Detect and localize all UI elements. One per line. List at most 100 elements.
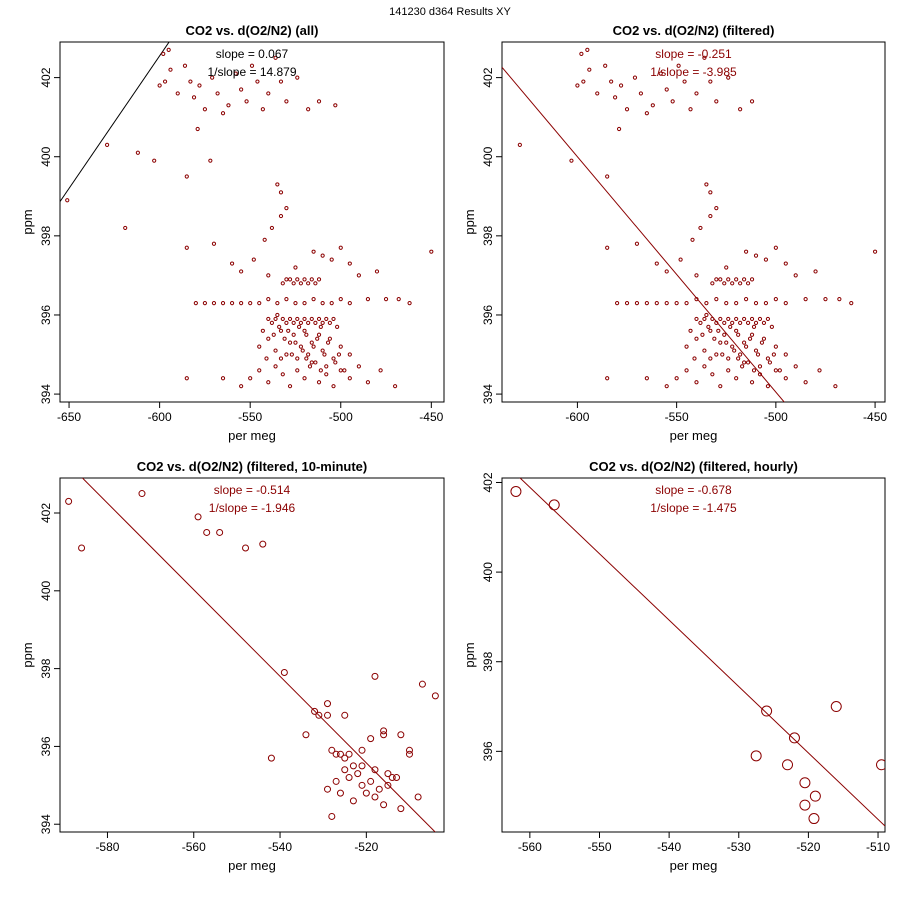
data-point xyxy=(714,320,719,325)
chart-title: CO2 vs. d(O2/N2) (all) xyxy=(186,23,319,38)
data-point xyxy=(837,297,842,302)
data-point xyxy=(380,727,388,735)
data-point xyxy=(830,701,842,713)
data-point xyxy=(751,368,757,373)
data-point xyxy=(249,63,255,68)
y-tick-label: 400 xyxy=(39,146,53,166)
data-point xyxy=(287,277,293,282)
data-point xyxy=(371,766,379,774)
data-point xyxy=(384,770,392,778)
data-point xyxy=(345,774,353,782)
data-point xyxy=(397,731,405,739)
x-tick-label: -560 xyxy=(182,840,206,854)
data-point xyxy=(684,344,689,349)
data-point xyxy=(211,241,217,246)
data-point xyxy=(275,182,280,187)
data-point xyxy=(682,79,687,84)
data-point xyxy=(730,281,735,286)
data-point xyxy=(702,55,707,60)
data-point xyxy=(367,735,375,743)
data-point xyxy=(325,340,331,345)
data-point xyxy=(309,360,314,365)
data-point xyxy=(632,75,638,80)
data-point xyxy=(569,158,574,163)
data-point xyxy=(726,277,731,282)
data-point xyxy=(322,352,327,357)
x-tick-label: -550 xyxy=(665,410,689,424)
data-point xyxy=(708,328,713,333)
data-point xyxy=(718,384,723,389)
data-point xyxy=(365,380,371,385)
y-axis-label: ppm xyxy=(20,642,35,667)
data-point xyxy=(333,360,338,365)
y-tick-label: 396 xyxy=(481,741,495,761)
data-point xyxy=(670,99,675,104)
data-point xyxy=(769,324,774,329)
data-point xyxy=(316,99,322,104)
data-point xyxy=(295,277,300,282)
data-point xyxy=(266,316,271,322)
data-point xyxy=(306,352,311,357)
slope-annotation: slope = -0.678 xyxy=(655,483,732,497)
x-tick-label: -530 xyxy=(727,840,751,854)
data-point xyxy=(393,774,401,782)
data-point xyxy=(278,190,284,195)
data-point xyxy=(248,300,253,306)
data-point xyxy=(674,300,679,306)
data-point xyxy=(324,700,332,708)
data-point xyxy=(684,300,689,306)
chart-panel-filtered: CO2 vs. d(O2/N2) (filtered) -600 -550 -500 -… xyxy=(462,23,887,443)
data-point xyxy=(728,324,733,329)
x-tick-label: -550 xyxy=(587,840,611,854)
x-axis-label: per meg xyxy=(228,428,276,443)
data-point xyxy=(876,759,885,771)
data-point xyxy=(309,277,314,282)
data-point xyxy=(302,277,307,282)
data-point xyxy=(777,368,782,373)
data-point xyxy=(338,368,343,373)
data-point xyxy=(239,87,244,92)
data-point xyxy=(431,692,439,700)
data-point xyxy=(262,237,267,242)
data-point xyxy=(311,344,316,349)
data-point xyxy=(738,320,743,325)
data-point xyxy=(745,360,751,365)
data-point xyxy=(320,253,325,258)
data-point xyxy=(266,273,271,278)
y-tick-label: 398 xyxy=(39,658,53,678)
data-point xyxy=(808,813,820,825)
data-point xyxy=(289,352,294,357)
data-point xyxy=(720,352,725,357)
data-point xyxy=(320,348,325,353)
data-point xyxy=(266,297,271,302)
slope-annotation: slope = -0.514 xyxy=(214,483,291,497)
data-point xyxy=(307,364,313,369)
data-point xyxy=(273,364,278,369)
data-point xyxy=(407,300,412,306)
data-point xyxy=(783,376,788,381)
data-point xyxy=(383,297,389,302)
data-point xyxy=(280,669,288,677)
data-point xyxy=(331,356,336,361)
data-point xyxy=(257,344,262,349)
data-point xyxy=(338,245,343,250)
data-point xyxy=(714,277,719,282)
data-point xyxy=(338,344,343,349)
data-point xyxy=(286,328,291,333)
data-point xyxy=(284,352,289,357)
fit-line xyxy=(60,42,170,202)
data-point xyxy=(726,75,731,80)
data-point xyxy=(182,63,188,68)
data-point xyxy=(269,320,275,325)
data-point xyxy=(215,91,220,96)
data-point xyxy=(749,277,755,282)
data-point xyxy=(284,320,289,325)
data-point xyxy=(315,711,323,719)
plot-frame xyxy=(59,41,445,403)
data-point xyxy=(309,340,314,345)
plot-area xyxy=(60,42,434,389)
data-point xyxy=(722,332,727,337)
x-tick-label: -520 xyxy=(796,840,820,854)
data-point xyxy=(138,490,146,498)
